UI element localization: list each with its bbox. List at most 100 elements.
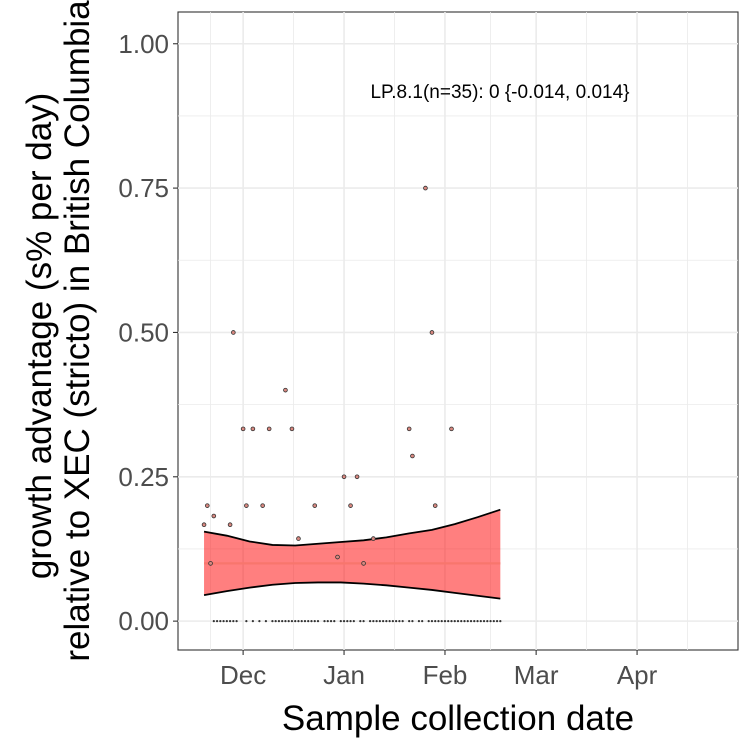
y-axis-title: growth advantage (s% per day) relative t…	[20, 0, 97, 662]
data-point-zero	[492, 620, 495, 623]
data-point-zero	[287, 620, 290, 623]
data-point-zero	[437, 620, 440, 623]
data-point-zero	[359, 620, 362, 623]
data-point-zero	[290, 620, 294, 623]
data-point-zero	[284, 620, 287, 623]
data-point-zero	[232, 620, 235, 623]
data-point	[260, 503, 265, 508]
data-point-zero	[427, 620, 430, 623]
data-point-zero	[411, 620, 414, 623]
data-point-zero	[479, 620, 482, 623]
x-tick-label: Apr	[617, 660, 658, 690]
data-point	[283, 387, 288, 393]
data-point-zero	[297, 620, 300, 623]
data-point-zero	[450, 620, 453, 623]
data-point-zero	[300, 620, 303, 623]
data-point	[231, 330, 236, 335]
data-point	[348, 503, 353, 508]
data-point-zero	[362, 620, 365, 623]
data-point	[371, 536, 376, 541]
data-point-zero	[388, 620, 391, 623]
x-axis-title: Sample collection date	[282, 699, 634, 738]
data-point	[361, 561, 366, 566]
data-point-zero	[307, 620, 310, 623]
ribbon-upper-bound	[203, 508, 501, 547]
data-point-zero	[434, 620, 437, 623]
data-point-zero	[258, 620, 261, 623]
data-point-zero	[281, 620, 284, 623]
confidence-ribbon-layer	[203, 508, 501, 600]
ribbon-lower-bound	[203, 581, 501, 600]
data-point-zero	[274, 620, 277, 623]
data-point	[244, 503, 249, 508]
data-points-layer	[201, 185, 502, 623]
data-point-zero	[222, 620, 225, 623]
data-point-zero	[375, 620, 378, 623]
y-tick-label: 0.75	[118, 173, 169, 203]
data-point-zero	[313, 620, 316, 623]
x-tick-label: Mar	[514, 660, 559, 690]
data-point-zero	[382, 620, 385, 623]
data-point-zero	[212, 620, 215, 623]
y-axis-title-line-2: relative to XEC (stricto) in British Col…	[58, 0, 97, 662]
data-point-zero	[440, 620, 443, 623]
data-point-zero	[303, 620, 307, 623]
data-point-zero	[316, 620, 320, 623]
data-point	[354, 474, 360, 480]
data-point	[296, 536, 301, 541]
data-point	[205, 503, 210, 508]
data-point-zero	[339, 620, 342, 623]
data-point	[423, 185, 428, 191]
data-point-zero	[463, 620, 466, 623]
data-point-zero	[421, 620, 424, 623]
x-tick-label: Jan	[323, 660, 365, 690]
y-tick-label: 0.50	[118, 317, 169, 347]
data-point-zero	[264, 620, 268, 623]
data-point-zero	[473, 620, 476, 623]
data-point-zero	[333, 620, 336, 623]
fit-annotation: LP.8.1(n=35): 0 {-0.014, 0.014}	[370, 82, 629, 103]
data-point	[250, 426, 256, 432]
data-point-zero	[346, 620, 349, 623]
data-point-zero	[349, 620, 352, 623]
data-point	[432, 503, 438, 508]
y-axis-title-line-1: growth advantage (s% per day)	[20, 93, 59, 579]
data-point-zero	[329, 620, 333, 623]
data-point-zero	[398, 620, 401, 623]
data-point-zero	[453, 620, 456, 623]
data-point	[240, 426, 246, 432]
data-point	[227, 522, 233, 528]
data-point-zero	[466, 620, 469, 623]
data-point-zero	[476, 620, 479, 623]
data-point-zero	[352, 620, 355, 623]
data-point-zero	[447, 620, 450, 623]
data-point-zero	[323, 620, 326, 623]
data-point-zero	[342, 620, 346, 623]
data-point-zero	[251, 620, 254, 623]
data-point	[211, 513, 217, 519]
data-point-zero	[417, 620, 421, 623]
data-point-zero	[326, 620, 329, 623]
data-point-zero	[271, 620, 274, 623]
data-point-zero	[215, 620, 219, 623]
x-tick-label: Feb	[423, 660, 468, 690]
data-point-zero	[482, 620, 486, 623]
data-point-zero	[489, 620, 492, 623]
axes: 0.00 0.25 0.50 0.75 1.00 Dec Jan Feb Mar Apr	[118, 29, 657, 690]
data-point-zero	[277, 620, 281, 623]
y-tick-label: 1.00	[118, 29, 169, 59]
confidence-ribbon	[204, 509, 501, 599]
data-point-zero	[372, 620, 375, 623]
data-point	[208, 561, 213, 566]
data-point-zero	[368, 620, 372, 623]
data-point-zero	[391, 620, 394, 623]
data-point-zero	[225, 620, 228, 623]
data-point-zero	[495, 620, 499, 623]
data-point-zero	[443, 620, 447, 623]
data-point-zero	[310, 620, 313, 623]
data-point	[429, 330, 435, 335]
data-point-zero	[499, 620, 502, 623]
data-point-zero	[401, 620, 404, 623]
data-point-zero	[486, 620, 489, 623]
